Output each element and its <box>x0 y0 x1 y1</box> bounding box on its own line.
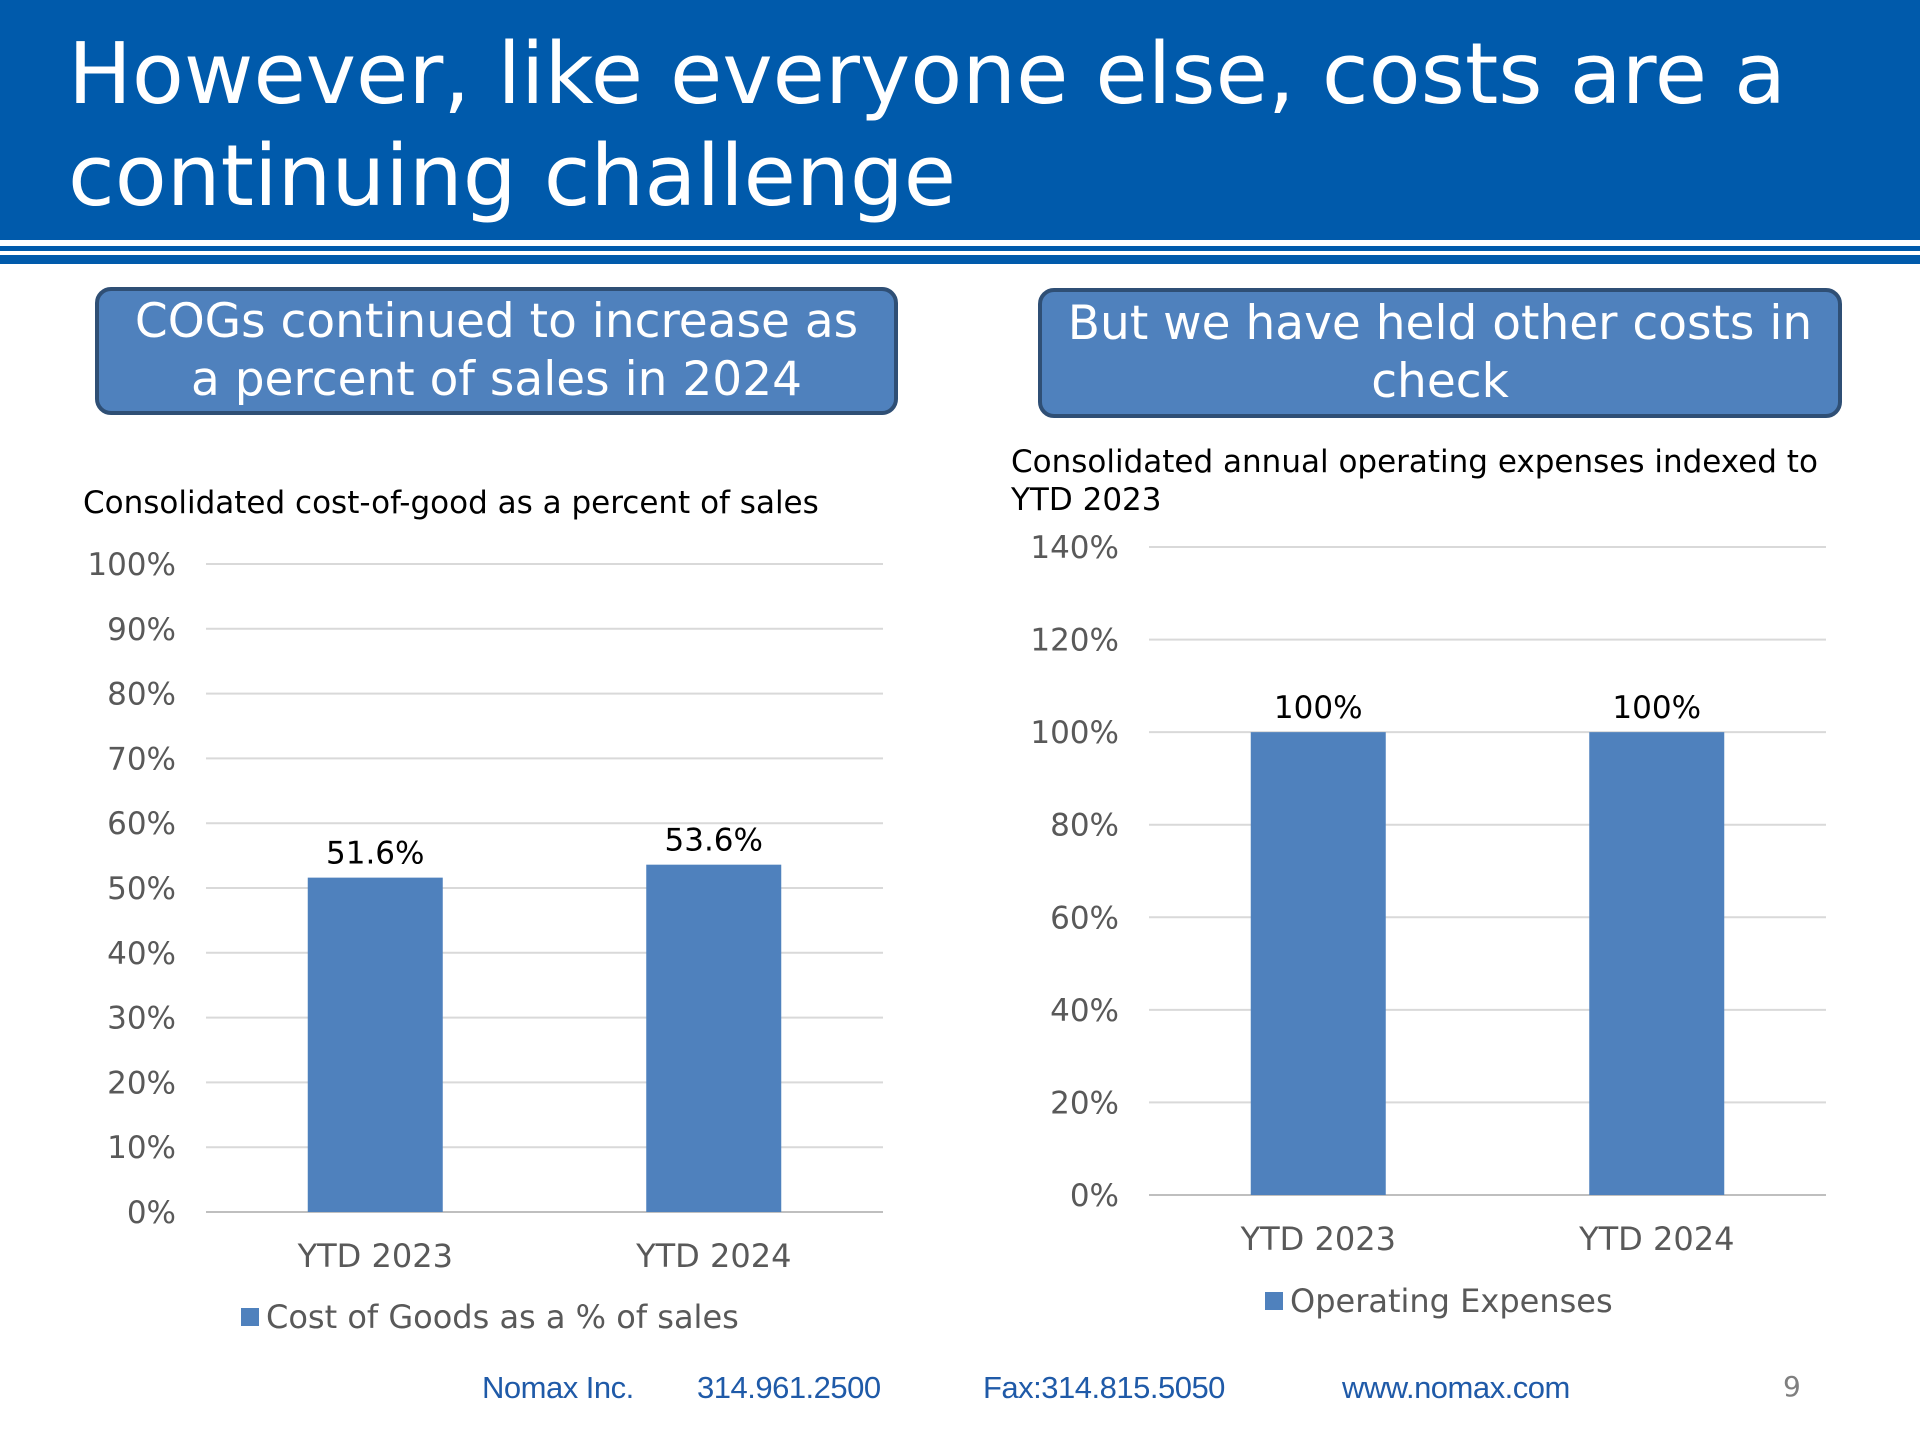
left-callout: COGs continued to increase as a percent … <box>95 287 898 415</box>
right-callout: But we have held other costs in check <box>1038 288 1842 418</box>
x-category-label: YTD 2024 <box>635 1237 791 1275</box>
y-tick-label: 10% <box>107 1130 176 1166</box>
y-tick-label: 60% <box>1050 900 1119 936</box>
data-label: 100% <box>1274 690 1363 726</box>
footer-phone[interactable]: 314.961.2500 <box>697 1370 881 1405</box>
left-chart-title: Consolidated cost-of-good as a percent o… <box>83 485 819 521</box>
y-tick-label: 90% <box>107 612 176 648</box>
bar <box>1589 732 1725 1195</box>
legend-label: Operating Expenses <box>1290 1282 1613 1320</box>
y-tick-label: 40% <box>107 936 176 972</box>
legend-swatch <box>1265 1292 1283 1310</box>
data-label: 53.6% <box>665 823 763 859</box>
left-callout-text: COGs continued to increase as a percent … <box>134 294 859 407</box>
x-category-label: YTD 2024 <box>1578 1220 1734 1258</box>
y-tick-label: 0% <box>1070 1178 1119 1214</box>
footer-website[interactable]: www.nomax.com <box>1342 1370 1570 1405</box>
bar <box>307 877 443 1212</box>
right-callout-text: But we have held other costs in check <box>1067 296 1813 409</box>
y-tick-label: 120% <box>1030 623 1119 659</box>
slide-title: However, like everyone else, costs are a… <box>68 25 1787 226</box>
x-category-label: YTD 2023 <box>297 1237 453 1275</box>
y-tick-label: 30% <box>107 1001 176 1037</box>
y-tick-label: 20% <box>107 1065 176 1101</box>
y-tick-label: 0% <box>127 1195 176 1231</box>
y-tick-label: 80% <box>107 677 176 713</box>
data-label: 100% <box>1612 690 1701 726</box>
legend-label: Cost of Goods as a % of sales <box>266 1298 739 1336</box>
y-tick-label: 70% <box>107 741 176 777</box>
x-category-label: YTD 2023 <box>1240 1220 1396 1258</box>
title-banner: However, like everyone else, costs are a… <box>0 0 1920 240</box>
page-number: 9 <box>1783 1370 1801 1403</box>
legend-swatch <box>241 1308 259 1326</box>
y-tick-label: 80% <box>1050 808 1119 844</box>
data-label: 51.6% <box>326 836 424 872</box>
y-tick-label: 100% <box>1030 715 1119 751</box>
right-chart-title: Consolidated annual operating expenses i… <box>1011 444 1818 518</box>
header-divider-white <box>0 240 1920 246</box>
y-tick-label: 60% <box>107 806 176 842</box>
y-tick-label: 40% <box>1050 993 1119 1029</box>
header-divider-blue <box>0 246 1920 264</box>
y-tick-label: 20% <box>1050 1085 1119 1121</box>
y-tick-label: 140% <box>1030 530 1119 566</box>
y-tick-label: 50% <box>107 871 176 907</box>
bar <box>646 864 782 1212</box>
footer-company: Nomax Inc. <box>482 1370 634 1405</box>
y-tick-label: 100% <box>87 547 176 583</box>
bar <box>1250 732 1386 1195</box>
header-divider-gap <box>0 251 1920 255</box>
footer-fax: Fax:314.815.5050 <box>983 1370 1225 1405</box>
